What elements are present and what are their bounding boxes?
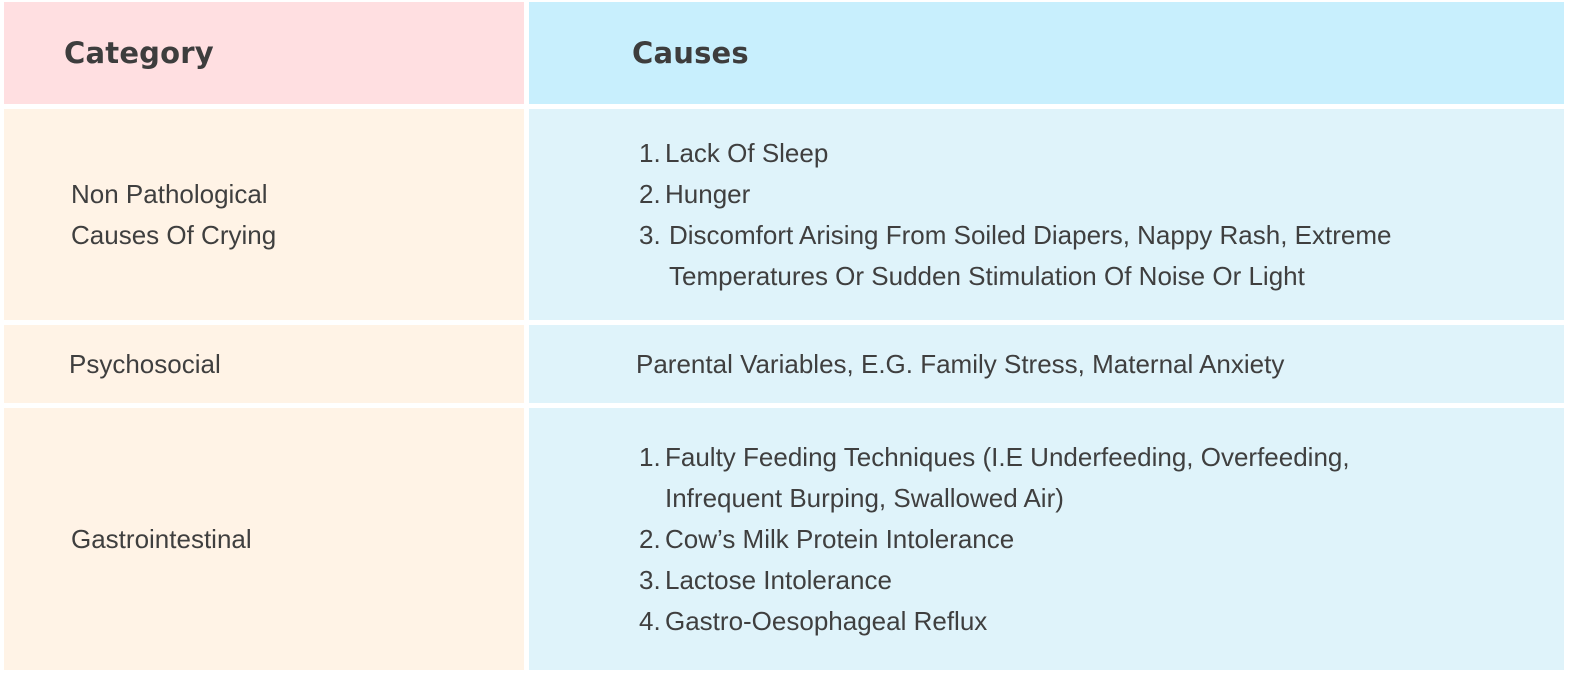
- list-text: Gastro-Oesophageal Reflux: [665, 605, 988, 636]
- list-item: 2. Cow’s Milk Protein Intolerance: [639, 519, 1564, 560]
- list-number: 4.: [639, 605, 661, 636]
- list-text: Faulty Feeding Techniques (I.E Underfeed…: [665, 441, 1350, 513]
- list-item: 4. Gastro-Oesophageal Reflux: [639, 601, 1564, 642]
- list-number: 1.: [639, 441, 661, 472]
- category-label: Psychosocial: [69, 348, 221, 379]
- list-number: 3.: [639, 564, 661, 595]
- category-label: Gastrointestinal: [71, 523, 252, 554]
- list-text: Cow’s Milk Protein Intolerance: [665, 523, 1015, 554]
- causes-cell: Parental Variables, E.G. Family Stress, …: [529, 325, 1564, 403]
- category-cell: Non Pathological Causes Of Crying: [4, 109, 524, 320]
- list-number: 3.: [639, 219, 661, 250]
- table-row: Psychosocial Parental Variables, E.G. Fa…: [4, 325, 1584, 403]
- list-item: 2. Hunger: [639, 174, 1564, 215]
- list-item: 3. Discomfort Arising From Soiled Diaper…: [639, 215, 1564, 297]
- causes-cell: 1. Lack Of Sleep 2. Hunger 3. Discomfort…: [529, 109, 1564, 320]
- category-cell: Psychosocial: [4, 325, 524, 403]
- category-label: Non Pathological Causes Of Crying: [71, 178, 277, 250]
- category-cell: Gastrointestinal: [4, 408, 524, 670]
- table-row: Gastrointestinal 1. Faulty Feeding Techn…: [4, 408, 1584, 670]
- causes-table: Category Causes Non Pathological Causes …: [4, 2, 1584, 675]
- causes-list: 1. Lack Of Sleep 2. Hunger 3. Discomfort…: [639, 133, 1564, 297]
- list-number: 2.: [639, 523, 661, 554]
- header-causes-cell: Causes: [529, 2, 1564, 104]
- list-text: Discomfort Arising From Soiled Diapers, …: [669, 219, 1392, 291]
- table-header-row: Category Causes: [4, 2, 1584, 104]
- list-item: 1. Faulty Feeding Techniques (I.E Underf…: [639, 437, 1564, 519]
- list-item: 1. Lack Of Sleep: [639, 133, 1564, 174]
- header-causes-label: Causes: [632, 36, 749, 70]
- causes-text: Parental Variables, E.G. Family Stress, …: [636, 348, 1285, 379]
- causes-list: 1. Faulty Feeding Techniques (I.E Underf…: [639, 437, 1564, 642]
- list-number: 1.: [639, 137, 661, 168]
- header-category-cell: Category: [4, 2, 524, 104]
- list-text: Hunger: [665, 178, 751, 209]
- list-number: 2.: [639, 178, 661, 209]
- list-text: Lactose Intolerance: [665, 564, 892, 595]
- list-item: 3. Lactose Intolerance: [639, 560, 1564, 601]
- list-text: Lack Of Sleep: [665, 137, 829, 168]
- causes-cell: 1. Faulty Feeding Techniques (I.E Underf…: [529, 408, 1564, 670]
- table-row: Non Pathological Causes Of Crying 1. Lac…: [4, 109, 1584, 320]
- header-category-label: Category: [64, 36, 214, 70]
